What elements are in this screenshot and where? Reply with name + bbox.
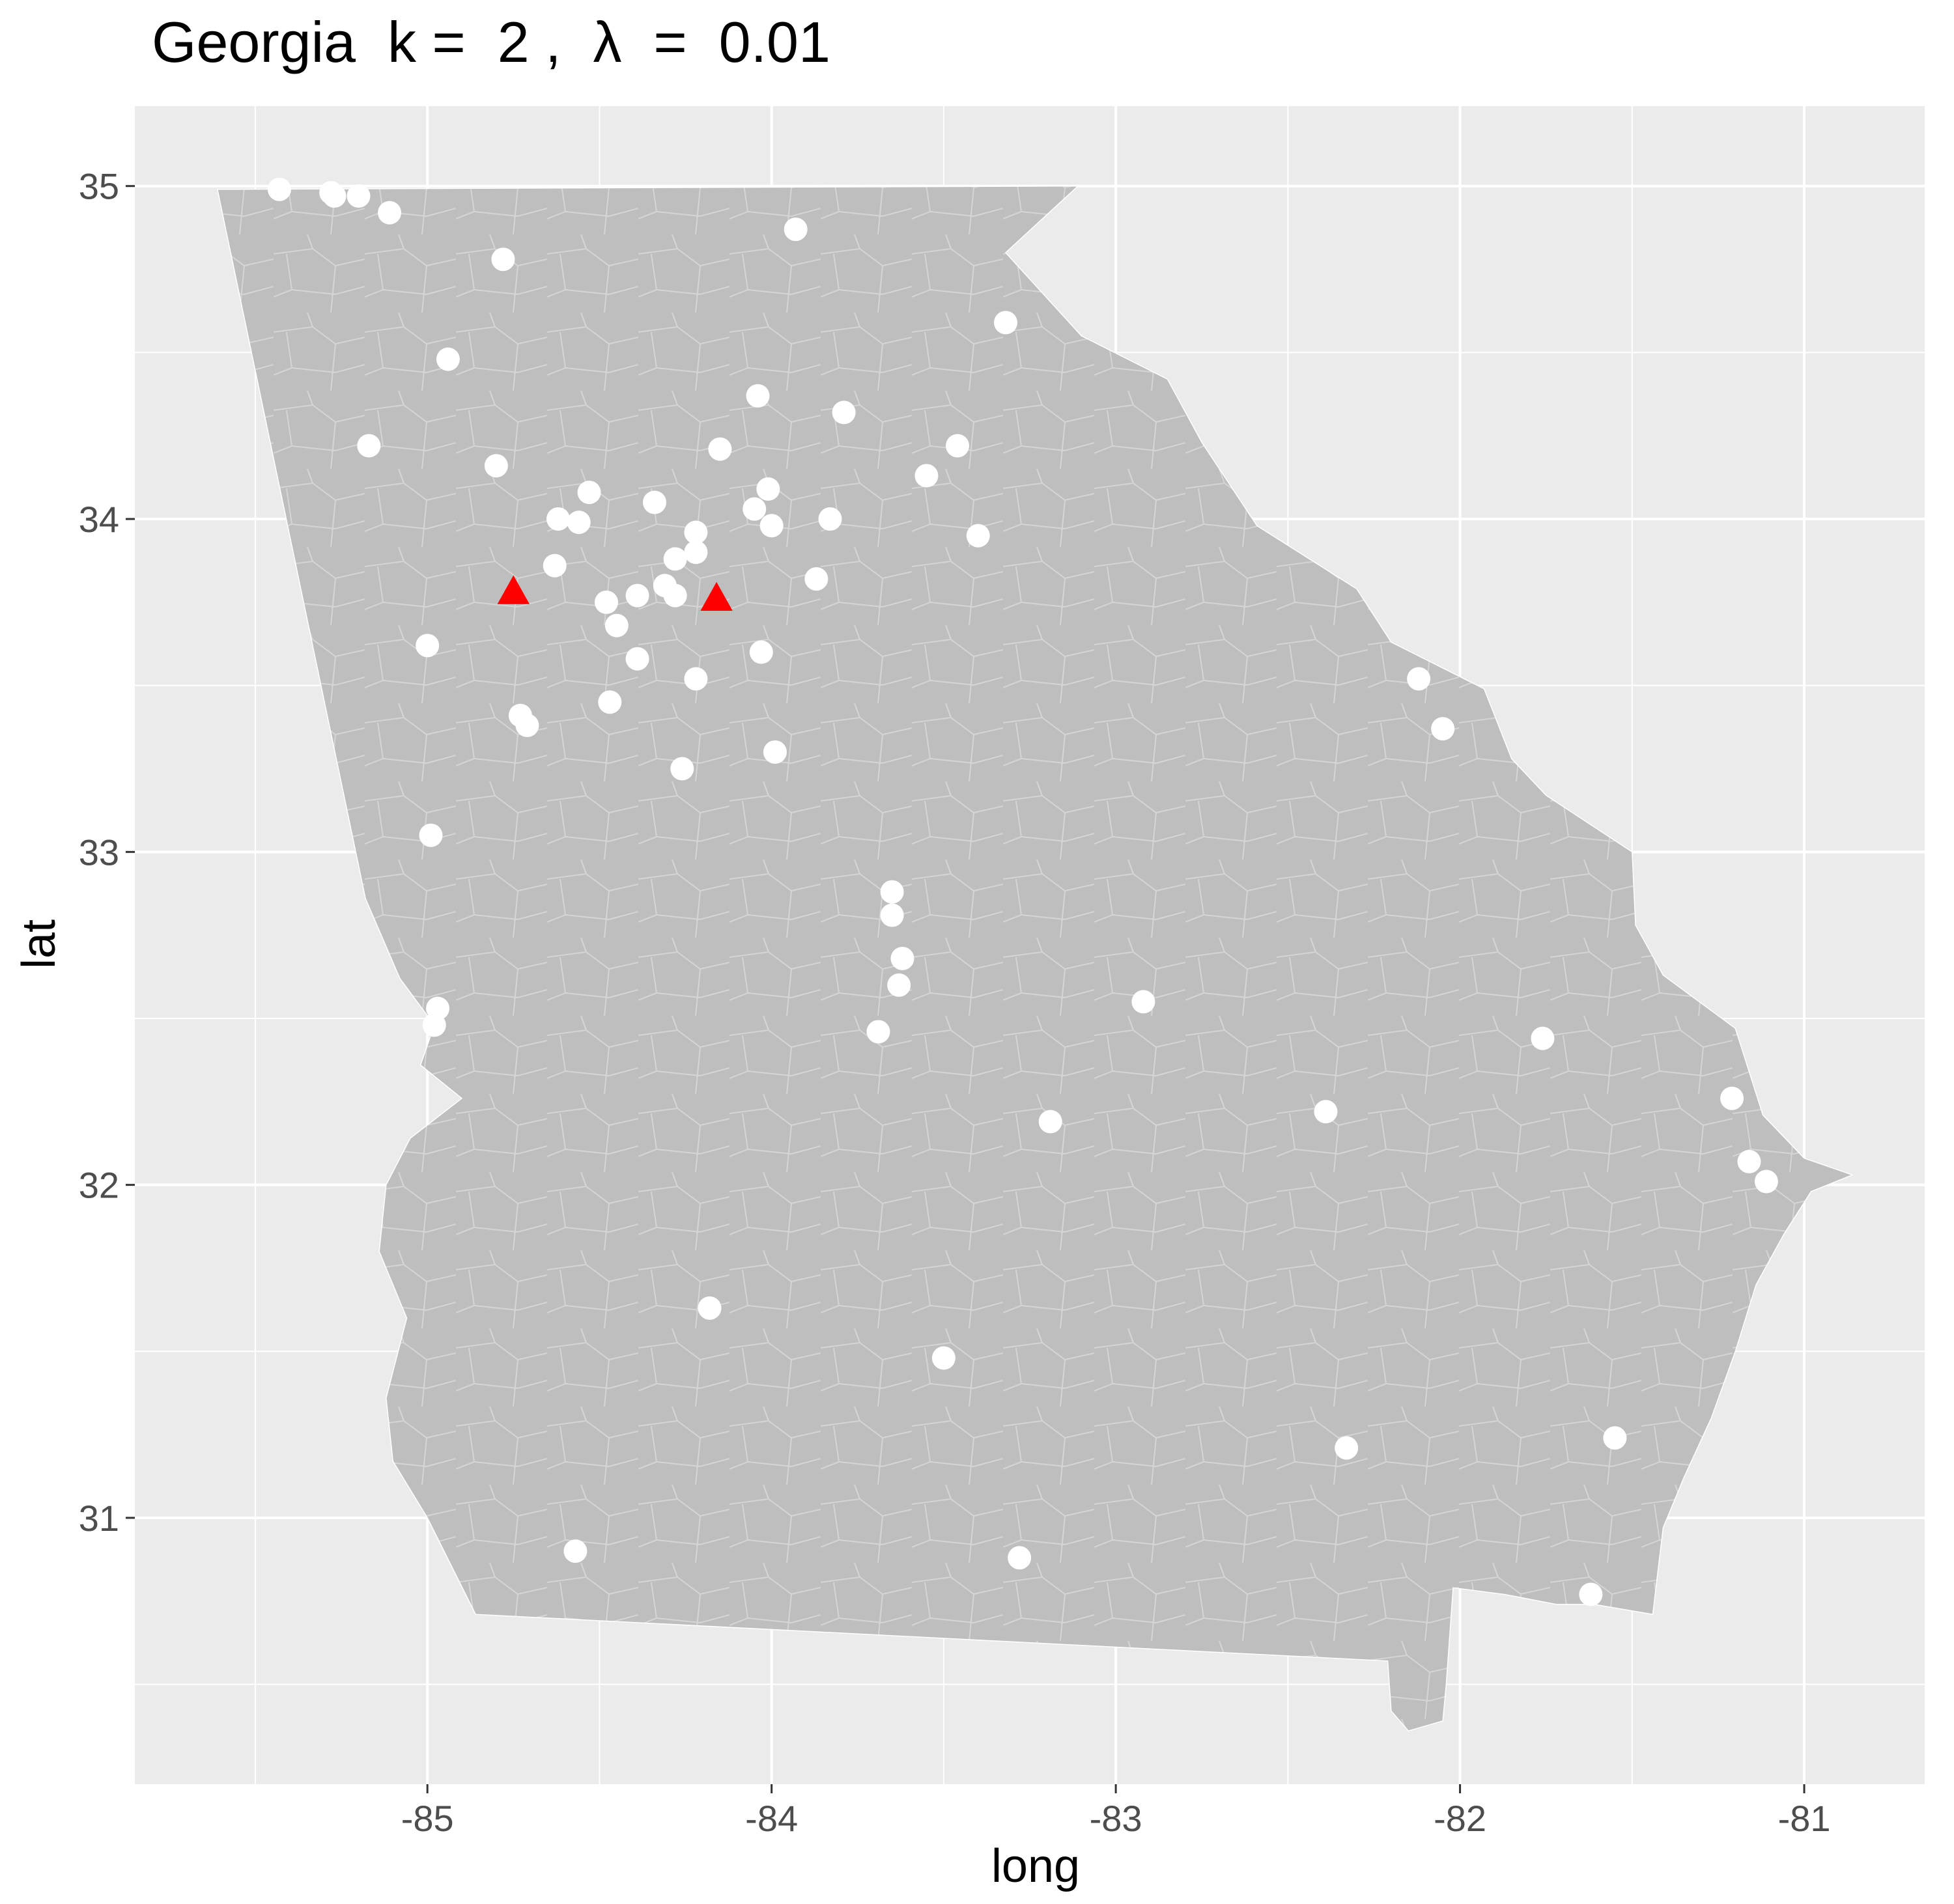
observation-point <box>604 613 629 637</box>
observation-point <box>1314 1100 1338 1124</box>
observation-point <box>832 400 856 425</box>
observation-point <box>515 714 539 738</box>
observation-point <box>1720 1086 1744 1110</box>
observation-points <box>267 177 1778 1606</box>
observation-point <box>1737 1149 1761 1173</box>
observation-point <box>866 1020 890 1044</box>
observation-point <box>784 217 808 242</box>
observation-point <box>1431 717 1455 741</box>
observation-point <box>946 434 970 458</box>
observation-point <box>743 497 767 521</box>
chart-title: Georgia k = 2 , λ = 0.01 <box>152 10 830 74</box>
observation-point <box>1335 1436 1359 1460</box>
observation-point <box>890 946 914 970</box>
observation-point <box>1754 1169 1778 1194</box>
y-tick-label: 34 <box>79 499 119 540</box>
observation-point <box>931 1346 956 1370</box>
cluster-center-triangle <box>700 581 733 611</box>
cluster-center-triangle <box>497 575 530 604</box>
observation-point <box>416 634 440 658</box>
observation-point <box>419 823 443 847</box>
observation-point <box>663 547 687 571</box>
observation-point <box>684 667 708 691</box>
y-axis-label: lat <box>13 919 65 969</box>
observation-point <box>322 184 347 208</box>
observation-point <box>491 247 515 272</box>
observation-point <box>684 520 708 544</box>
observation-point <box>546 507 571 531</box>
observation-point <box>684 540 708 565</box>
census-tract-boundaries <box>217 186 1852 1731</box>
observation-point <box>567 511 591 535</box>
y-tick-label: 31 <box>79 1498 119 1539</box>
observation-point <box>708 437 732 461</box>
observation-point <box>880 903 904 927</box>
observation-point <box>763 740 787 764</box>
observation-point <box>818 507 842 531</box>
observation-point <box>880 880 904 904</box>
x-tick-label: -81 <box>1778 1798 1831 1839</box>
observation-point <box>756 477 780 501</box>
cluster-centers <box>497 575 733 611</box>
y-tick-label: 35 <box>79 166 119 207</box>
observation-point <box>357 434 381 458</box>
observation-point <box>625 583 649 608</box>
observation-point <box>378 201 402 225</box>
observation-point <box>577 481 601 505</box>
observation-point <box>1038 1110 1062 1134</box>
observation-point <box>422 1013 446 1037</box>
observation-point <box>1131 990 1155 1014</box>
observation-point <box>759 514 784 538</box>
x-axis-ticks: -85 -84 -83 -82 -81 <box>401 1784 1831 1839</box>
observation-point <box>625 647 649 671</box>
observation-point <box>594 590 618 614</box>
observation-point <box>598 690 622 714</box>
observation-point <box>1407 667 1431 691</box>
observation-point <box>994 311 1018 335</box>
observation-point <box>1579 1582 1603 1606</box>
observation-point <box>749 640 773 664</box>
observation-point <box>642 490 666 514</box>
observation-point <box>914 464 939 488</box>
x-axis-label: long <box>991 1840 1080 1892</box>
observation-point <box>1531 1026 1555 1050</box>
x-tick-label: -83 <box>1090 1798 1142 1839</box>
observation-point <box>347 184 371 208</box>
observation-point <box>670 757 694 781</box>
observation-point <box>436 347 460 371</box>
observation-point <box>887 973 911 997</box>
observation-point <box>966 524 990 548</box>
observation-point <box>563 1539 588 1563</box>
observation-point <box>1603 1426 1627 1450</box>
y-axis-ticks: 31 32 33 34 35 <box>79 166 135 1539</box>
observation-point <box>804 567 828 591</box>
y-tick-label: 32 <box>79 1165 119 1206</box>
observation-point <box>746 384 770 408</box>
x-tick-label: -84 <box>745 1798 798 1839</box>
y-tick-label: 33 <box>79 832 119 873</box>
x-tick-label: -82 <box>1434 1798 1486 1839</box>
observation-point <box>1008 1546 1032 1570</box>
x-tick-label: -85 <box>401 1798 454 1839</box>
observation-point <box>698 1296 722 1320</box>
observation-point <box>663 583 687 608</box>
observation-point <box>484 454 508 478</box>
observation-point <box>267 177 291 201</box>
observation-point <box>543 553 567 578</box>
